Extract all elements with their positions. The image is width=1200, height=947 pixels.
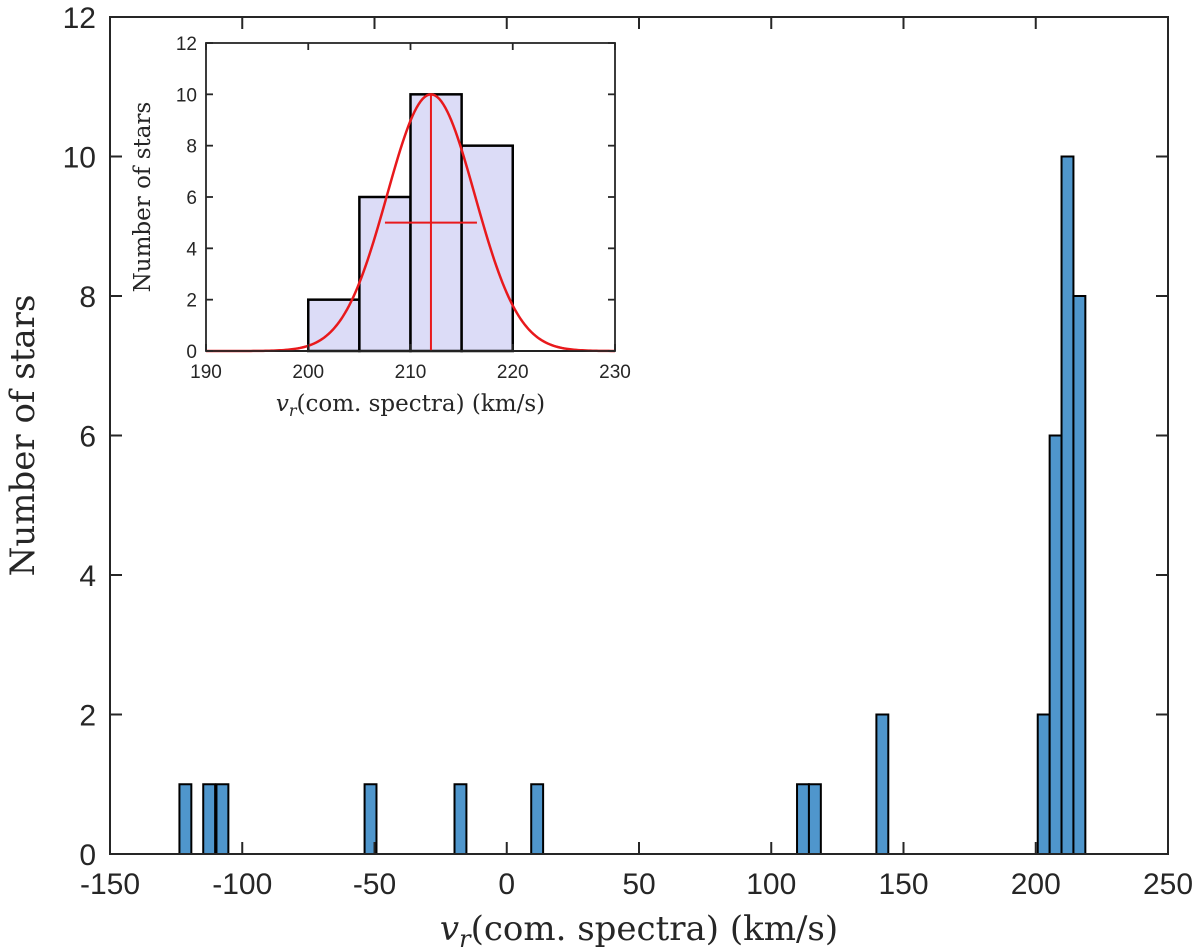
main-y-tick-label: 10 xyxy=(63,142,96,175)
main-bar xyxy=(875,713,890,855)
main-x-tick-label: -100 xyxy=(212,868,272,901)
inset-x-axis-label: vr(com. spectra) (km/s) xyxy=(276,391,545,420)
inset-y-axis-label: Number of stars xyxy=(130,102,156,293)
main-x-axis-symbol: v xyxy=(440,909,459,947)
main-x-tick-label: 200 xyxy=(1011,868,1061,901)
main-x-axis-label: vr(com. spectra) (km/s) xyxy=(440,909,838,947)
main-y-tick-label: 12 xyxy=(63,2,96,35)
main-bar xyxy=(796,783,810,855)
main-x-tick-label: 150 xyxy=(878,868,928,901)
inset-x-tick-label: 230 xyxy=(599,362,631,383)
inset-y-tick-label: 2 xyxy=(186,291,197,312)
inset-y-ticks: 0 2 4 6 8 10 12 xyxy=(176,34,615,363)
main-x-tick-label: -50 xyxy=(353,868,396,901)
main-bar xyxy=(807,783,822,855)
inset-y-tick-label: 12 xyxy=(176,34,197,55)
inset-x-ticks: 190 200 210 220 230 xyxy=(190,43,631,383)
main-x-axis-subscript: r xyxy=(459,925,472,947)
main-y-ticks: 0 2 4 6 8 10 12 xyxy=(63,2,1168,872)
main-bar xyxy=(1036,713,1051,855)
main-y-tick-label: 6 xyxy=(79,421,96,454)
inset-y-tick-label: 0 xyxy=(186,342,197,363)
main-bar xyxy=(1072,295,1087,855)
main-bar xyxy=(1060,155,1075,855)
main-y-tick-label: 0 xyxy=(79,839,96,872)
main-x-ticks: -150 -100 -50 0 50 100 150 200 250 xyxy=(80,17,1193,901)
main-y-tick-label: 2 xyxy=(79,700,96,733)
main-x-axis-text: (com. spectra) (km/s) xyxy=(471,909,839,947)
inset-x-tick-label: 200 xyxy=(292,362,324,383)
main-x-tick-label: -150 xyxy=(80,868,140,901)
inset-plot: 190 200 210 220 230 0 2 4 6 8 10 12 vr(com. spectr… xyxy=(130,34,631,420)
main-y-tick-label: 8 xyxy=(79,281,96,314)
main-bar xyxy=(178,783,193,855)
main-x-tick-label: 0 xyxy=(498,868,515,901)
inset-y-tick-label: 10 xyxy=(176,85,197,106)
main-y-tick-label: 4 xyxy=(79,560,96,593)
main-bar xyxy=(1048,434,1063,855)
inset-x-tick-label: 220 xyxy=(497,362,529,383)
main-bar xyxy=(202,783,217,855)
inset-bar xyxy=(358,195,412,353)
main-x-tick-label: 100 xyxy=(746,868,796,901)
inset-x-tick-label: 210 xyxy=(395,362,427,383)
main-x-tick-label: 250 xyxy=(1143,868,1193,901)
inset-x-tick-label: 190 xyxy=(190,362,222,383)
main-bar xyxy=(215,783,230,855)
main-bar xyxy=(530,783,545,855)
main-x-tick-label: 50 xyxy=(622,868,655,901)
inset-y-tick-label: 4 xyxy=(186,239,197,260)
main-y-axis-label: Number of stars xyxy=(3,295,43,577)
inset-y-tick-label: 8 xyxy=(186,137,197,158)
inset-x-axis-symbol: v xyxy=(276,391,289,417)
main-bar xyxy=(453,783,468,855)
inset-x-axis-text: (com. spectra) (km/s) xyxy=(297,391,546,417)
inset-x-axis-subscript: r xyxy=(289,401,298,420)
inset-y-tick-label: 6 xyxy=(186,188,197,209)
